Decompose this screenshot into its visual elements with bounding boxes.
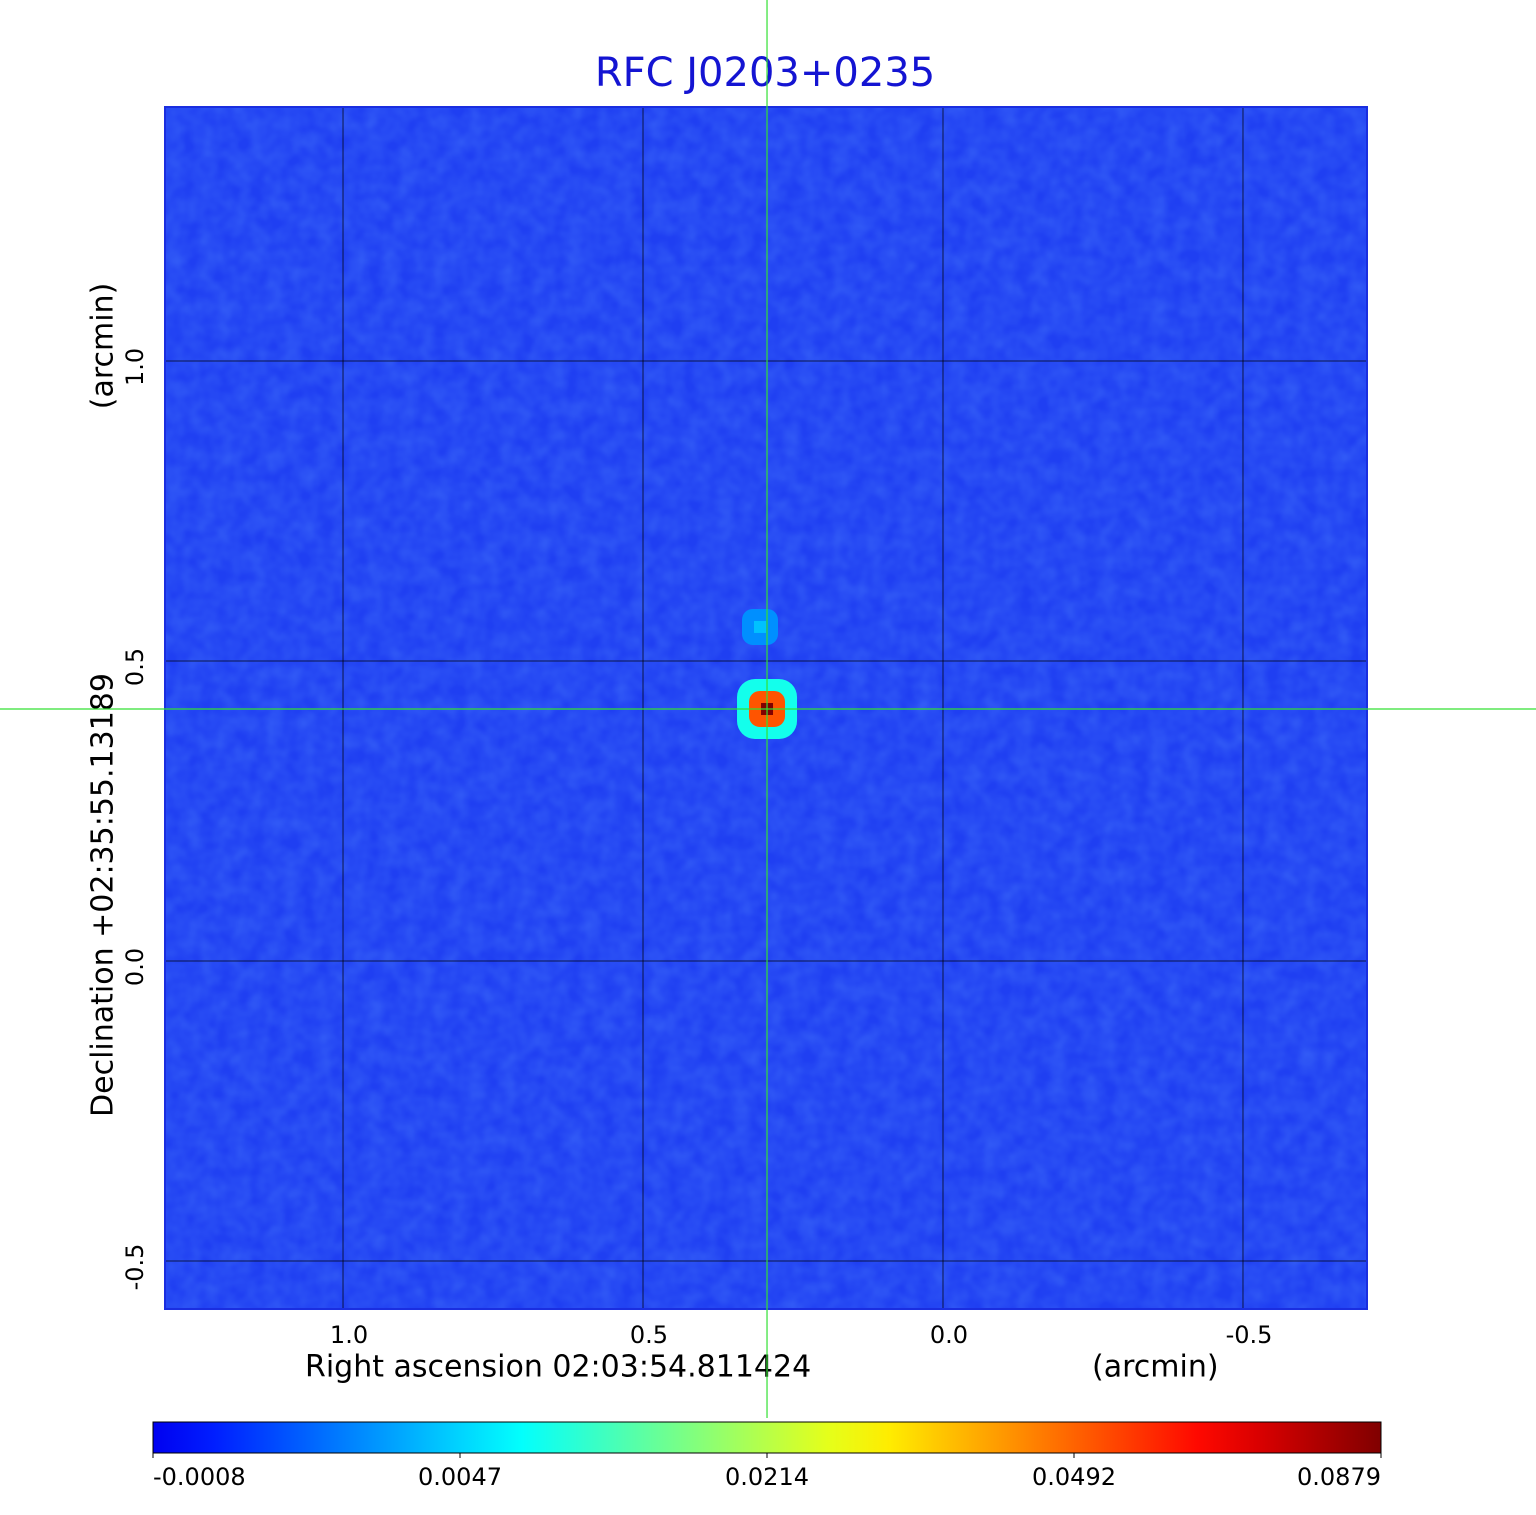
y-tick-label: 0.5 [121, 648, 149, 686]
colorbar [152, 1421, 1382, 1454]
component-peak [754, 620, 767, 633]
x-tick-label: 0.5 [630, 1321, 668, 1349]
x-tick-label: 1.0 [330, 1321, 368, 1349]
plot-frame [164, 106, 1368, 1310]
colorbar-tick-label: -0.0008 [153, 1463, 246, 1491]
y-tick-label: -0.5 [121, 1244, 149, 1291]
y-tick-label: 0.0 [121, 948, 149, 986]
x-tick-label: -0.5 [1226, 1321, 1273, 1349]
colorbar-tick-label: 0.0047 [418, 1463, 502, 1491]
y-tick-label: 1.0 [121, 348, 149, 386]
y-axis-label: Declination +02:35:55.13189 [86, 673, 121, 1117]
colorbar-tick-label: 0.0214 [725, 1463, 809, 1491]
colorbar-tick-label: 0.0492 [1032, 1463, 1116, 1491]
x-axis-label: Right ascension 02:03:54.811424 [305, 1350, 811, 1385]
x-tick-label: 0.0 [930, 1321, 968, 1349]
y-axis-unit: (arcmin) [86, 283, 121, 410]
x-axis-unit: (arcmin) [1092, 1350, 1219, 1385]
colorbar-tick-label: 0.0879 [1297, 1463, 1381, 1491]
chart-title: RFC J0203+0235 [595, 50, 935, 96]
